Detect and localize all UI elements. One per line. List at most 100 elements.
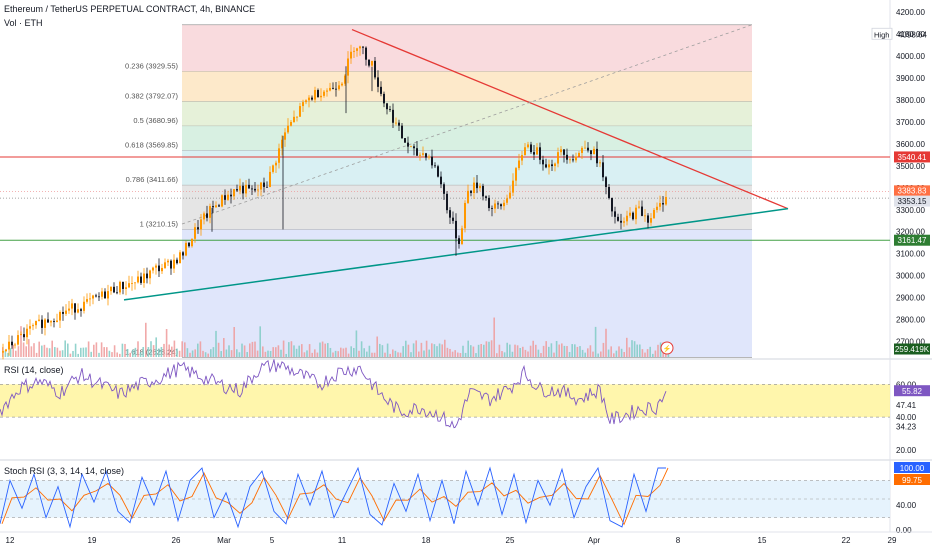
- candle-body: [41, 319, 43, 328]
- volume-bar: [15, 350, 17, 357]
- volume-bar: [293, 345, 295, 357]
- candle-body: [506, 198, 508, 203]
- volume-bar: [644, 352, 646, 357]
- price-tick-label: 3500.00: [896, 162, 925, 171]
- volume-bar: [171, 346, 173, 357]
- volume-bar: [626, 337, 628, 357]
- candle-body: [548, 164, 550, 168]
- volume-bar: [498, 344, 501, 357]
- fib-level-label: 0.236 (3929.55): [125, 61, 178, 70]
- volume-bar: [579, 346, 581, 357]
- candle-body: [557, 152, 559, 164]
- time-tick-label: 11: [338, 536, 347, 545]
- volume-bar: [488, 341, 490, 357]
- volume-bar: [446, 347, 449, 357]
- candle-body: [578, 152, 580, 157]
- volume-bar: [555, 340, 558, 357]
- volume-bar: [69, 353, 72, 357]
- volume-bar: [194, 349, 196, 357]
- candle-body: [542, 159, 544, 165]
- volume-bar: [379, 343, 381, 357]
- volume-bar: [399, 352, 402, 357]
- volume-bar: [332, 352, 334, 357]
- volume-bar: [402, 346, 404, 357]
- candle-body: [536, 147, 538, 155]
- volume-bar: [295, 348, 298, 357]
- volume-bar: [597, 353, 599, 357]
- candle-body: [593, 148, 595, 155]
- candle-body: [296, 116, 298, 118]
- candle-body: [44, 319, 46, 328]
- volume-bar: [197, 343, 199, 357]
- candle-body: [635, 207, 637, 220]
- candle-body: [347, 58, 349, 76]
- candle-body: [89, 298, 91, 300]
- candle-body: [545, 164, 547, 168]
- volume-bar: [470, 345, 472, 357]
- candle-body: [437, 166, 439, 177]
- volume-bar: [210, 349, 212, 357]
- volume-bar: [652, 353, 654, 357]
- volume-bar: [108, 350, 111, 357]
- stoch-k-badge: 100.00: [900, 464, 925, 473]
- candle-body: [431, 156, 433, 166]
- candle-body: [326, 90, 328, 92]
- price-tick-label: 3600.00: [896, 140, 925, 149]
- fib-zone: [182, 126, 752, 151]
- candle-body: [185, 242, 187, 256]
- volume-bar: [233, 327, 235, 357]
- candle-body: [95, 295, 97, 297]
- volume-bar: [67, 343, 69, 357]
- volume-bar: [314, 349, 316, 357]
- volume-bar: [264, 351, 267, 357]
- volume-bar: [288, 342, 290, 357]
- volume-bar: [368, 345, 371, 357]
- volume-bar: [152, 345, 155, 357]
- volume-bar: [251, 341, 254, 357]
- volume-bar: [106, 347, 108, 357]
- volume-bar: [592, 351, 594, 357]
- time-tick-label: 25: [506, 536, 515, 545]
- volume-bar: [160, 346, 163, 357]
- volume-bar: [103, 347, 105, 357]
- candle-body: [311, 97, 313, 100]
- volume-bar: [184, 342, 186, 357]
- volume-bar: [600, 351, 602, 357]
- volume-bar: [142, 347, 144, 357]
- volume-bar: [324, 343, 326, 357]
- volume-bar: [267, 350, 269, 357]
- candle-body: [377, 77, 379, 87]
- volume-bar: [145, 322, 147, 357]
- volume-bar: [389, 353, 391, 357]
- volume-bar: [158, 348, 160, 357]
- rsi-tick-label: 34.23: [896, 423, 917, 432]
- candle-body: [623, 221, 625, 223]
- time-tick-label: 12: [6, 536, 15, 545]
- candle-body: [53, 321, 55, 323]
- volume-bar: [132, 349, 134, 357]
- candle-body: [155, 265, 157, 268]
- time-tick-label: 22: [842, 536, 851, 545]
- volume-bar: [371, 352, 373, 357]
- candle-body: [446, 193, 448, 211]
- volume-bar: [462, 345, 464, 357]
- volume-bar: [238, 352, 241, 357]
- price-tick-label: 2700.00: [896, 338, 925, 347]
- high-value-label: 4098.64: [898, 30, 927, 39]
- candle-body: [167, 260, 169, 263]
- candle-body: [68, 308, 70, 311]
- price-tick-label: 2900.00: [896, 294, 925, 303]
- candle-body: [422, 153, 424, 155]
- volume-bar: [631, 340, 633, 357]
- candle-body: [566, 154, 568, 160]
- volume-bar: [594, 326, 597, 357]
- candle-body: [158, 265, 160, 272]
- candle-body: [239, 185, 241, 191]
- volume-bar: [316, 352, 319, 357]
- candle-body: [425, 153, 427, 158]
- candle-body: [386, 103, 388, 110]
- candle-body: [263, 182, 265, 187]
- volume-bar: [20, 326, 22, 357]
- candle-body: [488, 197, 490, 209]
